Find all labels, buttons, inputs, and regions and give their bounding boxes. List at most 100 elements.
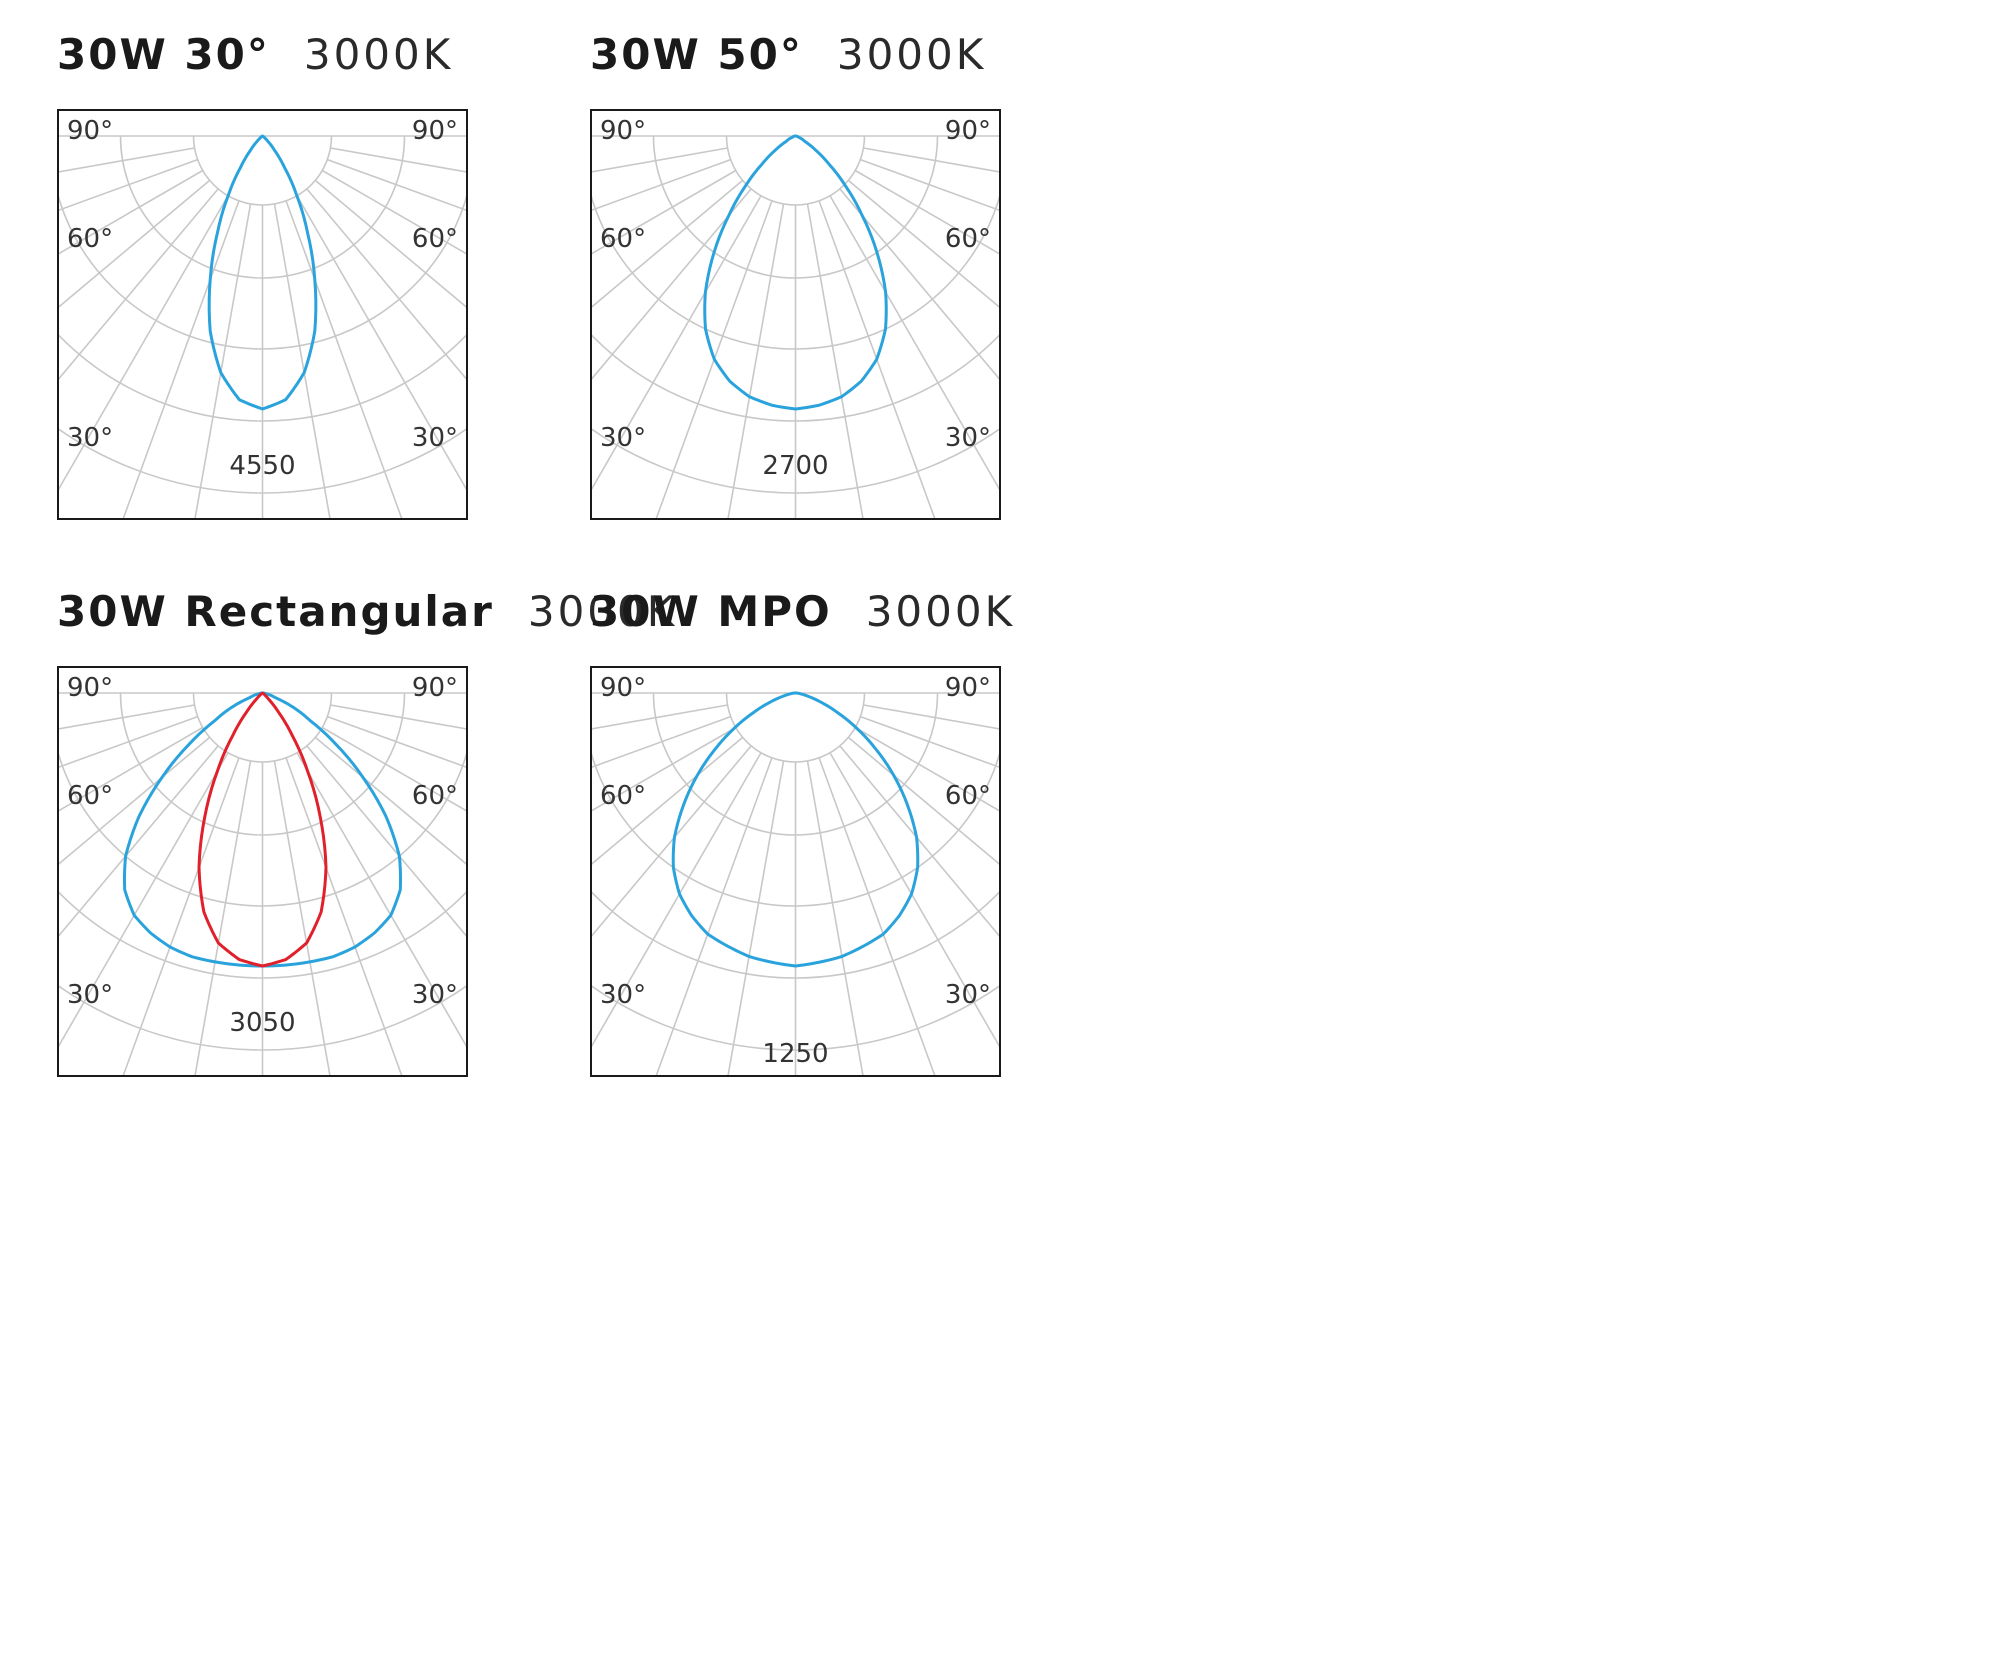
polar-grid-spoke [273, 203, 332, 520]
polar-grid-spoke [273, 760, 332, 1077]
polar-grid-spoke [57, 745, 219, 940]
polar-grid-spoke [590, 752, 762, 1051]
polar-grid-spoke [57, 179, 211, 310]
polar-chart: 90° 90° 60° 60° 30° 30° 1250 [590, 666, 1001, 1077]
angle-label-30-left: 30° [600, 423, 646, 453]
polar-grid-spoke [829, 752, 1001, 1051]
angle-label-30-right: 30° [412, 423, 458, 453]
polar-grid-spoke [863, 147, 1001, 174]
chart-heading-cct: 3000K [527, 587, 678, 636]
polar-grid-spoke [590, 147, 728, 174]
polar-grid-spoke [590, 736, 744, 867]
angle-label-60-right: 60° [945, 224, 991, 254]
polar-grid-spoke [590, 188, 752, 383]
chart-heading: 30W MPO 3000K [590, 587, 1015, 636]
polar-grid-spoke [806, 203, 865, 520]
chart-heading: 30W 30° 3000K [57, 30, 453, 79]
intensity-scale-label: 4550 [229, 451, 295, 481]
polar-grid-spoke [854, 726, 1001, 813]
polar-chart-svg: 90° 90° 60° 60° 30° 30° 2700 [590, 109, 1001, 520]
angle-label-90-right: 90° [412, 673, 458, 703]
chart-frame [57, 109, 468, 520]
polar-chart: 90° 90° 60° 60° 30° 30° 2700 [590, 109, 1001, 520]
angle-label-90-left: 90° [67, 116, 113, 146]
intensity-scale-label: 1250 [762, 1039, 828, 1069]
polar-grid-spoke [321, 169, 468, 256]
polar-grid-spoke [839, 745, 1001, 940]
polar-grid-spoke [57, 195, 229, 494]
angle-label-30-left: 30° [67, 423, 113, 453]
chart-heading-main: 30W 30° [57, 30, 270, 79]
polar-grid-spoke [590, 179, 744, 310]
angle-label-90-left: 90° [67, 673, 113, 703]
intensity-scale-label: 2700 [762, 451, 828, 481]
angle-label-30-right: 30° [945, 423, 991, 453]
polar-grid-spoke [285, 757, 404, 1077]
polar-grid-spoke [314, 736, 468, 867]
polar-grid-spoke [590, 158, 731, 212]
polar-grid-spoke [121, 757, 240, 1077]
polar-grid-spoke [327, 715, 468, 769]
polar-grid-spoke [654, 200, 773, 520]
polar-chart: 90° 90° 60° 60° 30° 30° 4550 [57, 109, 468, 520]
luminous-intensity-curve [671, 691, 920, 968]
luminous-intensity-curve [197, 691, 328, 968]
polar-grid [57, 692, 468, 1077]
polar-grid-spoke [590, 195, 762, 494]
chart-heading-cct: 3000K [865, 587, 1016, 636]
angle-label-60-left: 60° [600, 224, 646, 254]
polar-grid-spoke [57, 704, 195, 731]
chart-frame [590, 109, 1001, 520]
polar-grid-spoke [306, 745, 468, 940]
polar-grid-spoke [654, 757, 773, 1077]
chart-frame [590, 666, 1001, 1077]
polar-grid-spoke [57, 158, 198, 212]
polar-grid-spoke [806, 760, 865, 1077]
polar-grid-spoke [57, 169, 204, 256]
polar-grid-spoke [860, 158, 1001, 212]
polar-grid-spoke [330, 147, 468, 174]
intensity-scale-label: 3050 [229, 1008, 295, 1038]
polar-grid-spoke [314, 179, 468, 310]
polar-grid-spoke [818, 200, 937, 520]
chart-frame [57, 666, 468, 1077]
polar-grid-spoke [57, 726, 204, 813]
polar-grid-spoke [590, 745, 752, 940]
polar-grid-spoke [847, 179, 1001, 310]
polar-grid-spoke [57, 715, 198, 769]
angle-label-60-right: 60° [945, 781, 991, 811]
chart-heading-cct: 3000K [836, 30, 987, 79]
polar-grid-spoke [327, 158, 468, 212]
angle-label-90-right: 90° [945, 673, 991, 703]
polar-grid-spoke [296, 195, 468, 494]
angle-label-30-left: 30° [67, 980, 113, 1010]
polar-grid-spoke [590, 704, 728, 731]
polar-grid-spoke [590, 726, 737, 813]
chart-heading: 30W Rectangular 3000K [57, 587, 677, 636]
polar-grid-spoke [193, 203, 252, 520]
chart-heading-main: 30W 50° [590, 30, 803, 79]
polar-grid-spoke [726, 760, 785, 1077]
polar-grid-spoke [193, 760, 252, 1077]
polar-grid-spoke [847, 736, 1001, 867]
polar-chart: 90° 90° 60° 60° 30° 30° 3050 [57, 666, 468, 1077]
polar-grid-spoke [296, 752, 468, 1051]
polar-grid-spoke [57, 188, 219, 383]
polar-grid-spoke [590, 715, 731, 769]
angle-label-60-left: 60° [67, 224, 113, 254]
chart-heading-main: 30W MPO [590, 587, 832, 636]
polar-grid-spoke [306, 188, 468, 383]
angle-label-90-left: 90° [600, 116, 646, 146]
angle-label-90-left: 90° [600, 673, 646, 703]
polar-grid [590, 135, 1001, 520]
angle-label-60-left: 60° [600, 781, 646, 811]
polar-grid-spoke [57, 752, 229, 1051]
polar-chart-svg: 90° 90° 60° 60° 30° 30° 1250 [590, 666, 1001, 1077]
polar-grid-spoke [726, 203, 785, 520]
polar-grid-spoke [863, 704, 1001, 731]
chart-heading: 30W 50° 3000K [590, 30, 986, 79]
polar-grid-spoke [854, 169, 1001, 256]
angle-label-60-left: 60° [67, 781, 113, 811]
luminous-intensity-curve [207, 134, 318, 411]
angle-label-30-right: 30° [412, 980, 458, 1010]
